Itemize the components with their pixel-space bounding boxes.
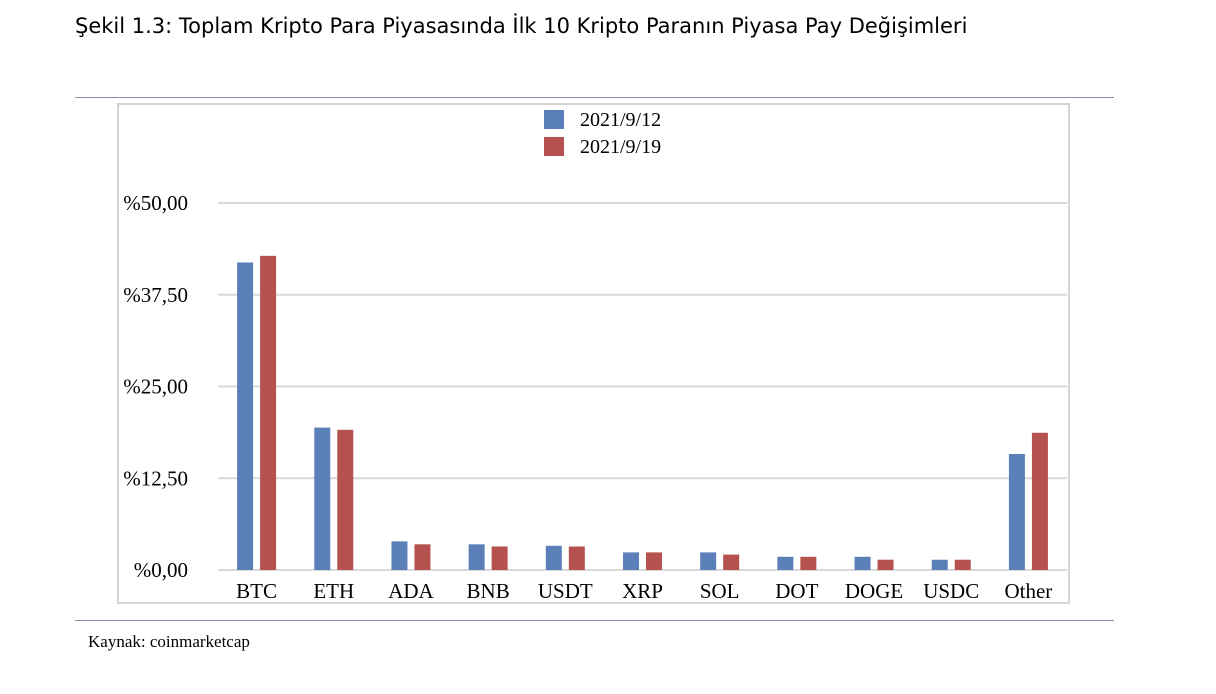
legend-label: 2021/9/19 [580, 136, 661, 158]
bar-dot-series-1 [777, 556, 794, 570]
legend-swatch [544, 110, 564, 129]
x-tick-label: XRP [622, 579, 663, 603]
bar-doge-series-1 [854, 556, 871, 570]
bar-sol-series-2 [723, 554, 740, 570]
bar-sol-series-1 [700, 552, 717, 570]
x-tick-label: USDT [538, 579, 593, 603]
legend: 2021/9/12 2021/9/19 [544, 109, 661, 158]
y-tick-labels: %0,00 %12,50 %25,00 %37,50 %50,00 [123, 191, 188, 582]
legend-swatch [544, 137, 564, 156]
bar-ada-series-2 [414, 544, 431, 570]
chart-frame [117, 103, 1070, 604]
bar-ada-series-1 [391, 541, 408, 570]
x-tick-label: Other [1004, 579, 1052, 603]
bar-usdt-series-1 [545, 545, 562, 570]
bar-usdc-series-1 [931, 559, 948, 570]
x-tick-label: BNB [467, 579, 510, 603]
x-tick-label: USDC [923, 579, 979, 603]
source-note: Kaynak: coinmarketcap [88, 632, 250, 651]
bar-bnb-series-1 [468, 544, 485, 570]
x-tick-label: DOGE [845, 579, 903, 603]
bar-usdc-series-2 [954, 559, 971, 570]
bar-eth-series-2 [337, 429, 354, 570]
gridlines [218, 202, 1067, 571]
bar-doge-series-2 [877, 559, 894, 570]
x-tick-label: ETH [313, 579, 354, 603]
x-tick-label: BTC [236, 579, 277, 603]
bar-bnb-series-2 [491, 546, 508, 570]
bar-other-series-1 [1008, 454, 1025, 570]
bar-other-series-2 [1031, 432, 1048, 570]
bars [237, 255, 1048, 570]
bottom-rule [75, 620, 1114, 621]
bar-btc-series-2 [260, 255, 277, 570]
y-tick-label: %12,50 [123, 466, 188, 490]
bar-xrp-series-1 [623, 552, 639, 570]
x-tick-label: ADA [388, 579, 434, 603]
bar-btc-series-1 [237, 262, 254, 570]
y-tick-label: %37,50 [123, 283, 188, 307]
legend-label: 2021/9/12 [580, 109, 661, 131]
x-tick-label: DOT [775, 579, 818, 603]
x-tick-labels: BTC ETH ADA BNB USDT XRP SOL DOT DOGE USDC Other [236, 579, 1052, 603]
bar-eth-series-1 [314, 427, 331, 570]
y-tick-label: %25,00 [123, 375, 188, 399]
y-tick-label: %0,00 [134, 558, 188, 582]
y-tick-label: %50,00 [123, 191, 188, 215]
bar-dot-series-2 [800, 556, 817, 570]
bar-xrp-series-2 [646, 552, 662, 570]
top-rule [75, 97, 1114, 98]
bar-usdt-series-2 [568, 546, 585, 570]
figure-title: Şekil 1.3: Toplam Kripto Para Piyasasınd… [75, 14, 968, 38]
x-tick-label: SOL [700, 579, 740, 603]
